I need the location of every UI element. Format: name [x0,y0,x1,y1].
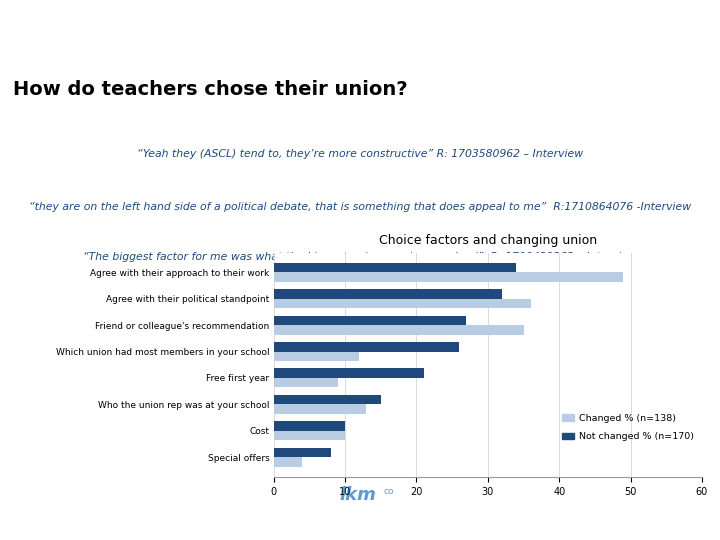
Bar [274,448,330,457]
Bar [274,404,366,414]
Text: linfo@lkmco.org - +44(0)7793 370459 - @LKMco – www.lkmco.org.uk: linfo@lkmco.org - +44(0)7793 370459 - @L… [234,527,486,535]
Bar [274,289,502,299]
Text: “they are on the left hand side of a political debate, that is something that do: “they are on the left hand side of a pol… [29,202,691,212]
Bar [274,431,345,440]
Title: Choice factors and changing union: Choice factors and changing union [379,234,597,247]
Bar [274,325,523,335]
Text: “The sharpest eyes in education” - “Outstanding support” - “A measurable improve: “The sharpest eyes in education” - “Outs… [40,16,680,26]
Text: “Society should ensure that all children and young people receive the support th: “Society should ensure that all children… [104,513,616,519]
Bar [274,395,381,404]
Bar [274,299,531,308]
Text: co: co [384,487,395,496]
Bar [274,263,516,272]
Bar [274,457,302,467]
Text: “Excellent grasp of the sector & beyond” – “Evidence based opinions”: “Excellent grasp of the sector & beyond”… [161,43,559,52]
Bar [274,368,423,378]
Bar [274,421,345,431]
Bar [274,352,359,361]
Text: How do teachers chose their union?: How do teachers chose their union? [13,80,408,99]
Legend: Changed % (n=138), Not changed % (n=170): Changed % (n=138), Not changed % (n=170) [559,410,697,445]
Text: “The biggest factor for me was what the biggest union was in my school”  R: 1700: “The biggest factor for me was what the … [83,252,637,262]
Bar [274,342,459,352]
Text: “Yeah they (ASCL) tend to, they’re more constructive” R: 1703580962 – Interview: “Yeah they (ASCL) tend to, they’re more … [137,148,583,159]
Text: lkm: lkm [339,485,377,504]
Bar [274,316,467,325]
Bar [274,272,624,282]
Bar [274,378,338,388]
